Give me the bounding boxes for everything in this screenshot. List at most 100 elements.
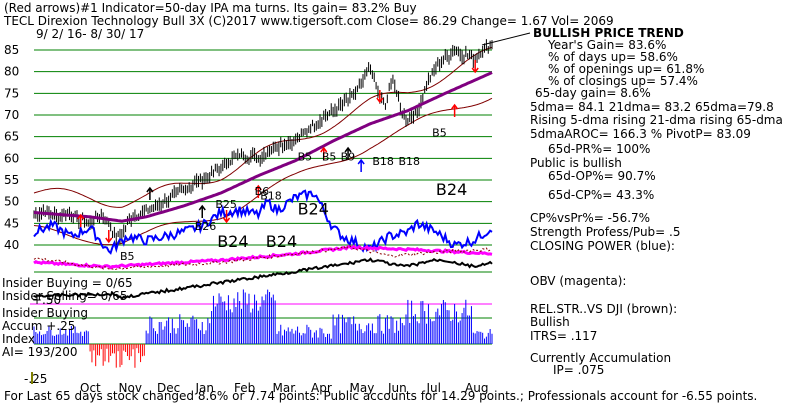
right-stat-12: CP%vsPr%= -56.7% — [530, 211, 650, 225]
y-tick-50: 50 — [4, 195, 19, 209]
header-line3: 9/ 2/ 16- 8/ 30/ 17 — [36, 27, 144, 41]
signal-label: B9 — [341, 151, 356, 164]
signal-arrow — [376, 90, 384, 104]
large-signal-label: B24 — [266, 232, 297, 251]
signal-label: B5 — [298, 151, 313, 164]
y-axis-tick-labels: 40 45 50 55 60 65 70 75 80 85 — [4, 43, 19, 252]
closing-power-line — [33, 189, 493, 255]
right-stat-15: OBV (magenta): — [530, 274, 626, 288]
signal-arrows — [77, 60, 479, 244]
right-stat-9: Public is bullish — [530, 156, 622, 170]
right-stat-8: 65d-PR%= 100% — [548, 142, 650, 156]
accum-label: Accum +.25 — [2, 319, 75, 333]
signal-arrow — [357, 158, 365, 172]
lower-band — [33, 97, 493, 246]
trend-title: BULLISH PRICE TREND — [533, 26, 684, 40]
month-jan: Jan — [195, 381, 215, 395]
signal-label: B5 — [120, 250, 135, 263]
large-signal-label: B24 — [217, 232, 248, 251]
right-stat-14: CLOSING POWER (blue): — [530, 239, 675, 253]
index-label: Index — [2, 332, 35, 346]
black-indicator-line — [33, 257, 493, 301]
month-nov: Nov — [119, 381, 142, 395]
y-tick-85: 85 — [4, 43, 19, 57]
right-stat-20: IP= .075 — [553, 363, 604, 377]
insider-selling-label: Insider Selling= 0/65 — [2, 289, 128, 303]
y-tick-60: 60 — [4, 151, 19, 165]
y-tick-55: 55 — [4, 173, 19, 187]
signal-label: B6 — [255, 185, 270, 198]
indicator-lines — [33, 189, 493, 301]
signal-arrow — [254, 184, 262, 198]
signal-label: B18 — [372, 155, 394, 168]
right-panel-stats: Year's Gain= 83.6%% of days up= 58.6%% o… — [530, 38, 783, 377]
trend-pointer — [481, 32, 531, 46]
header-line2: TECL Direxion Technology Bull 3X (C)2017… — [3, 14, 614, 28]
signal-label: B5 — [322, 151, 337, 164]
insider-buying-label: Insider Buying = 0/65 — [2, 276, 133, 290]
signal-arrow — [77, 213, 85, 227]
month-feb: Feb — [234, 381, 255, 395]
insider-buying-label-2: Insider Buying — [2, 306, 88, 320]
signal-arrow — [451, 103, 459, 117]
month-jun: Jun — [387, 381, 407, 395]
price-bands — [33, 46, 493, 246]
y-tick-80: 80 — [4, 65, 19, 79]
right-stat-17: Bullish — [530, 315, 570, 329]
large-signal-label: B24 — [298, 200, 329, 219]
ai-label: AI= 193/200 — [2, 345, 77, 359]
signal-arrow — [198, 204, 206, 218]
signal-arrow — [320, 146, 328, 160]
signal-label: B25 — [215, 198, 237, 211]
right-stat-11: 65d-CP%= 43.3% — [548, 188, 654, 202]
month-jul: Jul — [426, 381, 441, 395]
month-oct: Oct — [80, 381, 101, 395]
right-stat-0: Year's Gain= 83.6% — [547, 38, 666, 52]
right-stat-16: REL.STR..VS DJI (brown): — [530, 302, 677, 316]
right-stat-19: Currently Accumulation — [530, 351, 671, 365]
plus50-label: +.50 — [32, 293, 61, 307]
signal-label: B18 — [260, 190, 282, 203]
signal-arrow — [471, 60, 479, 74]
y-tick-40: 40 — [4, 238, 19, 252]
ma65-path — [33, 71, 493, 223]
right-stat-3: % of closings up= 57.4% — [548, 74, 698, 88]
accumulation-histogram — [33, 289, 493, 368]
month-apr: Apr — [311, 381, 332, 395]
obv-line — [33, 244, 493, 270]
right-stat-13: Strength Profess/Pub= .5 — [530, 225, 680, 239]
month-mar: Mar — [273, 381, 296, 395]
minus25-label: -.25 — [24, 372, 47, 386]
large-signal-label: B24 — [436, 180, 467, 199]
upper-band — [33, 46, 493, 208]
y-tick-70: 70 — [4, 108, 19, 122]
signal-arrow — [105, 230, 113, 244]
signal-arrow — [222, 210, 231, 224]
right-stat-7: 5dmaAROC= 166.3 % PivotP= 83.09 — [530, 127, 751, 141]
right-stat-6: Rising 5-dma rising 21-dma rising 65-dma — [530, 113, 783, 127]
header-line1: (Red arrows)#1 Indicator=50-day IPA ma t… — [4, 1, 417, 15]
signal-label: B26 — [195, 220, 217, 233]
month-may: May — [350, 381, 375, 395]
y-tick-45: 45 — [4, 216, 19, 230]
signal-arrow — [146, 186, 154, 200]
right-stat-18: ITRS= .117 — [530, 329, 597, 343]
x-axis-month-labels: Oct Nov Dec Jan Feb Mar Apr May Jun Jul Aug — [80, 381, 488, 395]
y-tick-65: 65 — [4, 130, 19, 144]
signal-label: B18 — [399, 155, 421, 168]
right-stat-1: % of days up= 58.6% — [548, 50, 678, 64]
right-stat-5: 5dma= 84.1 21dma= 83.2 65dma=79.8 — [530, 100, 774, 114]
price-bars — [33, 39, 493, 248]
signal-arrow — [344, 146, 352, 160]
month-aug: Aug — [465, 381, 488, 395]
right-stat-10: 65d-OP%= 90.7% — [548, 169, 656, 183]
month-dec: Dec — [157, 381, 180, 395]
ma65-line — [33, 71, 493, 223]
signal-label: B5 — [432, 127, 447, 140]
right-stat-2: % of openings up= 61.8% — [548, 62, 704, 76]
y-tick-75: 75 — [4, 86, 19, 100]
footer-text: For Last 65 days stock changed 8.6% or 7… — [4, 389, 757, 403]
right-stat-4: 65-day gain= 8.6% — [535, 86, 651, 100]
